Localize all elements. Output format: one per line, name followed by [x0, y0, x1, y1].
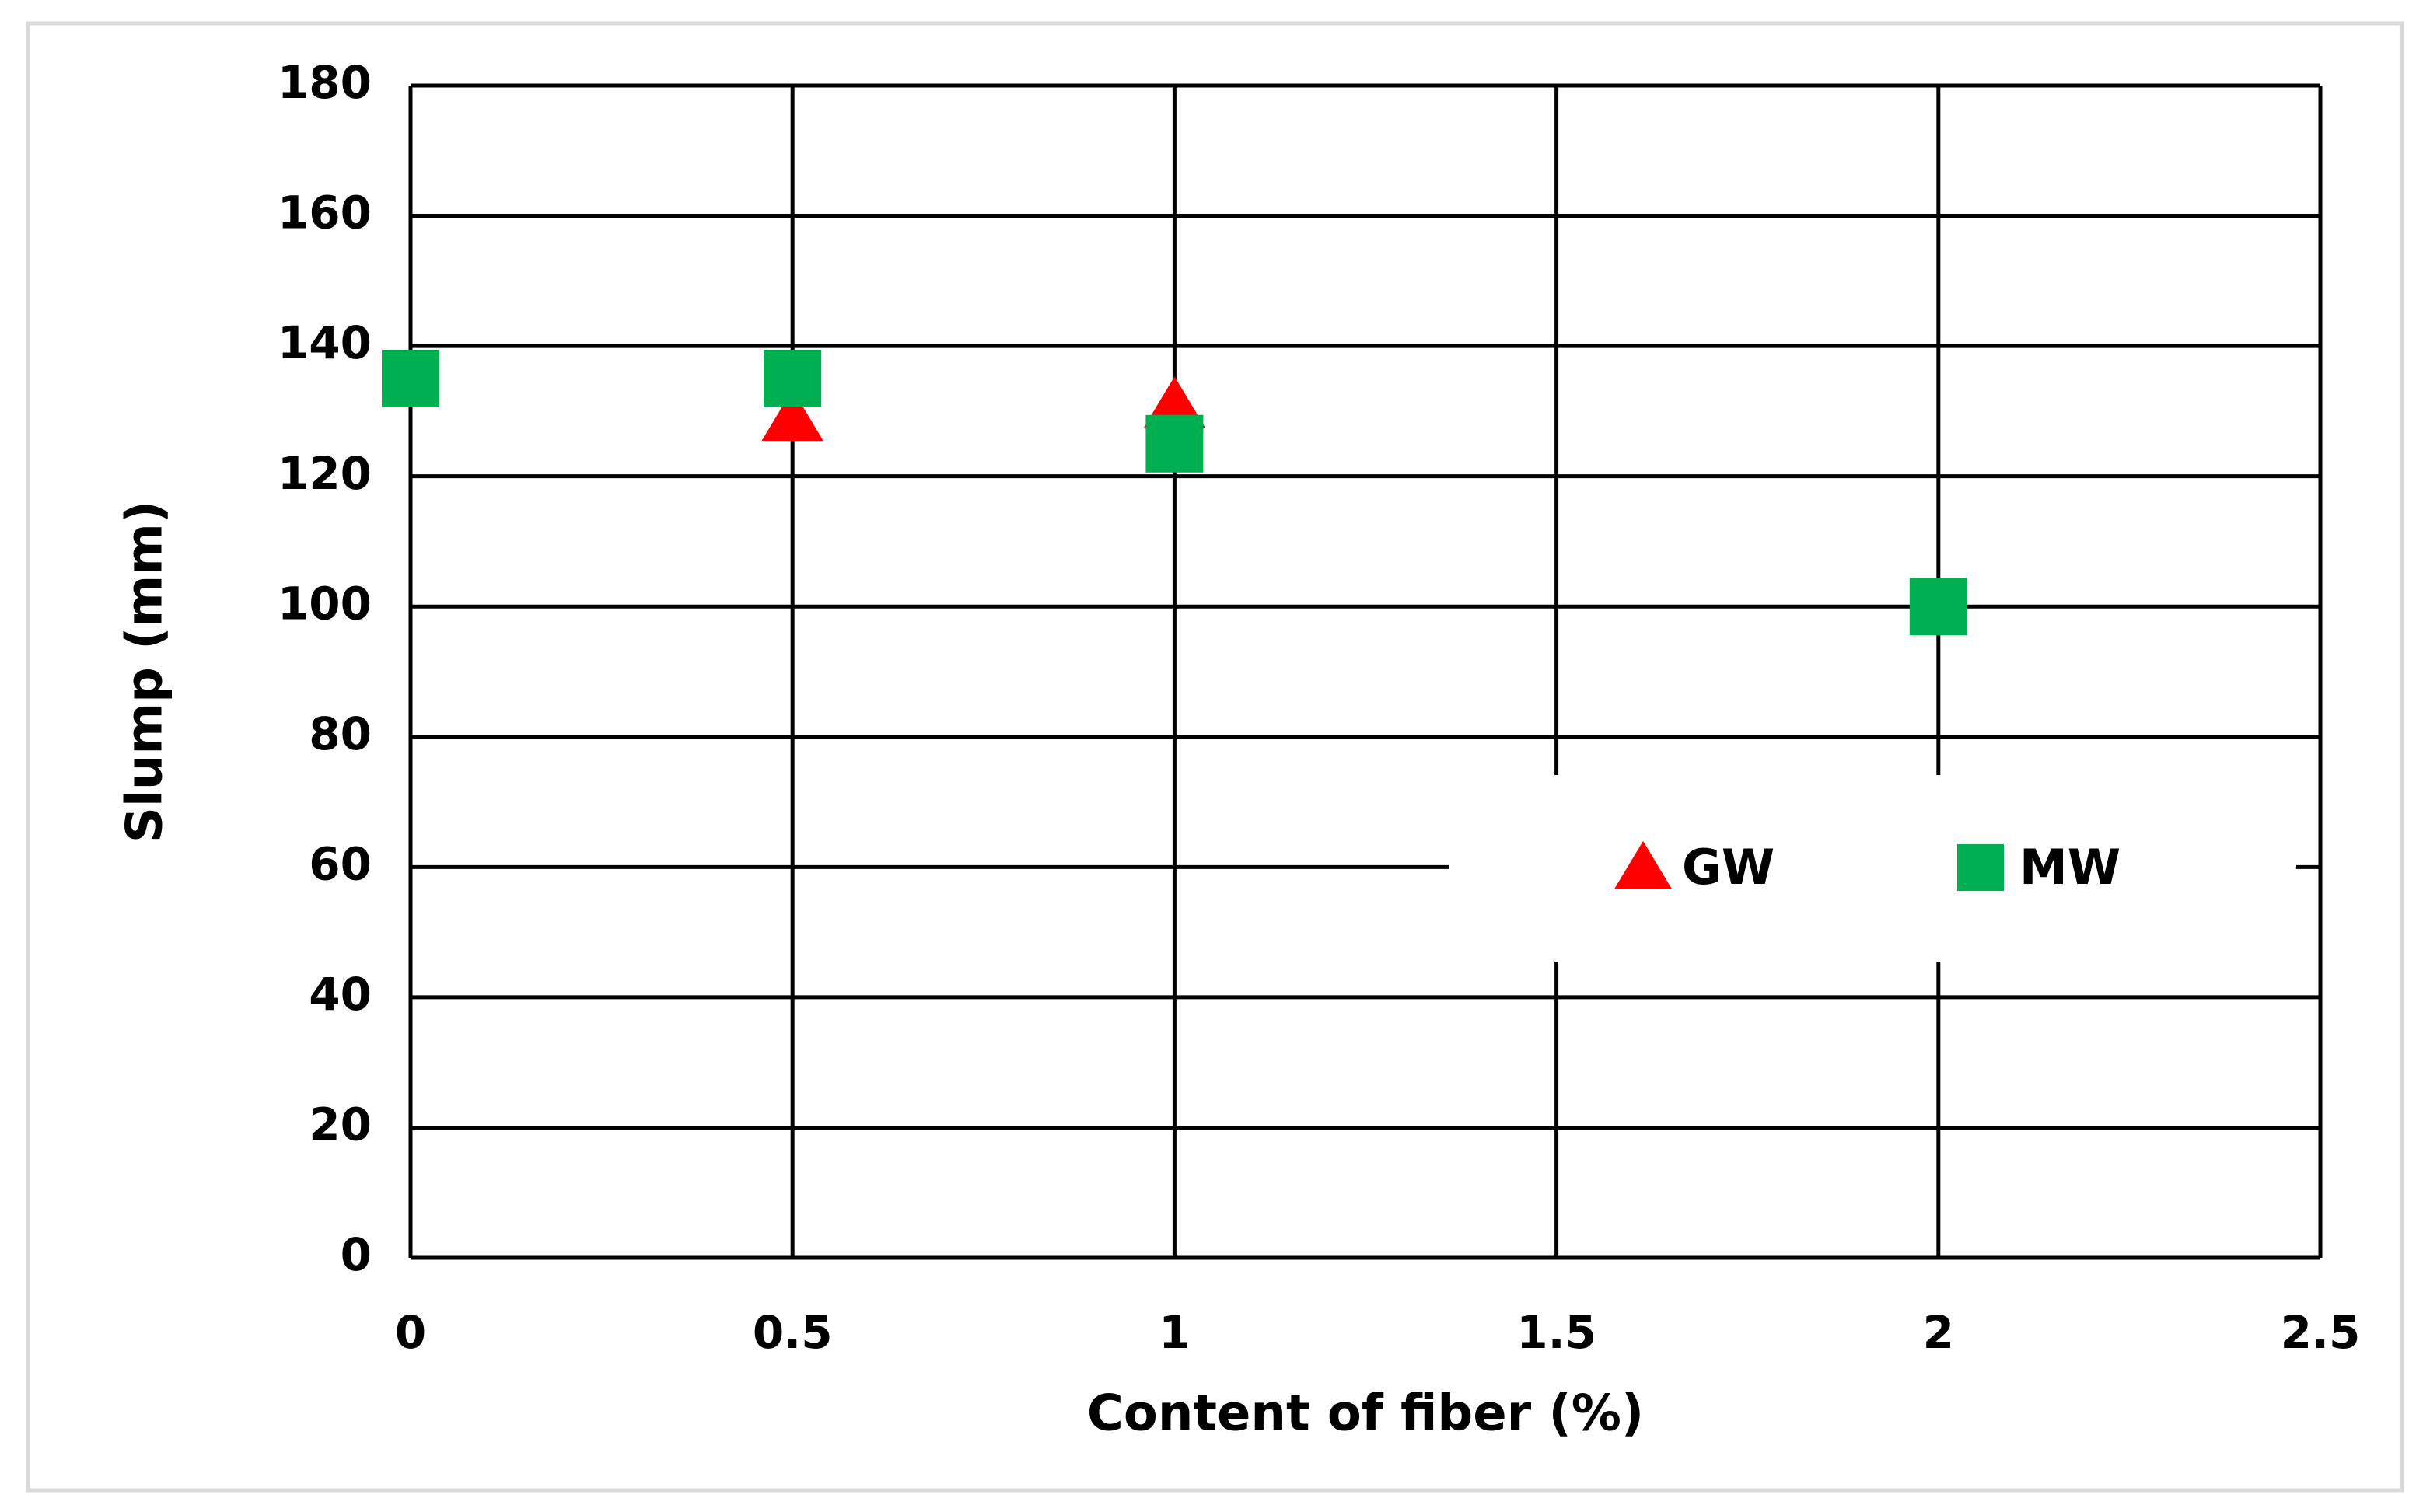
y-tick-label: 100	[278, 577, 372, 630]
chart-frame	[26, 21, 2404, 1493]
legend-label: MW	[2019, 839, 2121, 896]
y-tick-label: 0	[341, 1228, 372, 1281]
y-tick-label: 160	[278, 187, 372, 239]
data-point	[382, 350, 439, 407]
x-tick-label: 1	[1159, 1306, 1190, 1359]
y-tick-label: 20	[309, 1098, 372, 1151]
x-axis-title: Content of fiber (%)	[1087, 1385, 1644, 1443]
data-point	[1145, 414, 1204, 473]
y-tick-label: 60	[309, 837, 372, 890]
y-tick-label: 140	[278, 316, 372, 369]
data-point	[1909, 578, 1967, 636]
legend-marker	[1957, 844, 2004, 891]
x-tick-label: 2	[1923, 1306, 1954, 1359]
y-tick-label: 180	[278, 56, 372, 109]
x-tick-label: 0	[395, 1306, 426, 1359]
y-tick-label: 80	[309, 707, 372, 760]
y-tick-label: 120	[278, 447, 372, 500]
data-point	[764, 350, 822, 407]
data-point	[761, 389, 823, 441]
x-tick-label: 0.5	[753, 1306, 833, 1359]
x-tick-label: 1.5	[1516, 1306, 1596, 1359]
data-point	[1143, 376, 1205, 428]
legend-label: GW	[1682, 839, 1774, 896]
legend-marker	[1614, 840, 1673, 889]
legend-box	[1449, 775, 2296, 962]
y-axis-title: Slump (mm)	[117, 501, 174, 843]
y-tick-label: 40	[309, 968, 372, 1021]
x-tick-label: 2.5	[2281, 1306, 2361, 1359]
